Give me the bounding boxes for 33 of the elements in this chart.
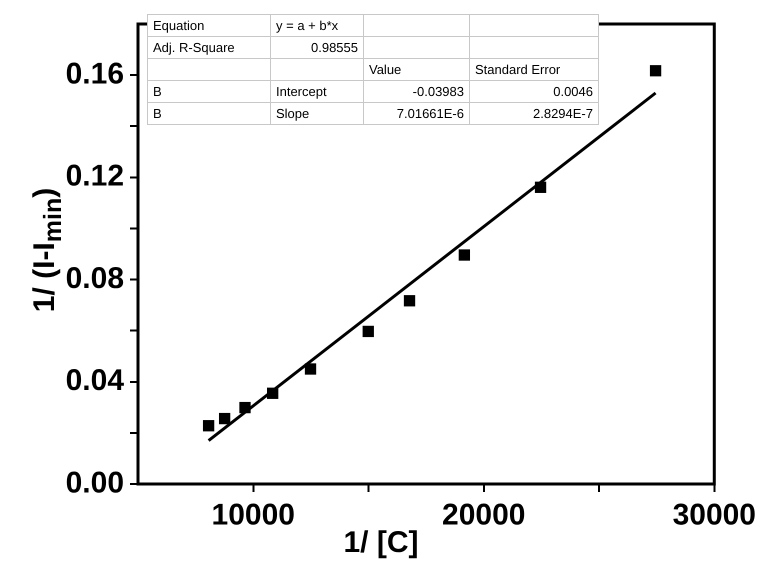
annotation: 0.98555: [270, 36, 364, 58]
annotation: B: [148, 102, 270, 124]
point: [534, 182, 546, 193]
point: [650, 65, 662, 76]
y-tick-label: 0.08: [66, 262, 124, 295]
annotation: B: [148, 80, 270, 102]
x-tick-label: 10000: [212, 498, 295, 532]
x-tick-label: 20000: [442, 498, 526, 532]
annotation: Slope: [270, 102, 364, 124]
x-axis-title: 1/ [C]: [344, 526, 418, 559]
point: [202, 420, 214, 432]
annotation: 0.0046: [470, 80, 598, 102]
point: [239, 402, 251, 414]
point: [218, 412, 230, 424]
annotation: 2.8294E-7: [470, 102, 598, 124]
annotation: 7.01661E-6: [364, 102, 470, 124]
x-tick-label: 30000: [672, 498, 756, 532]
annotation: -0.03983: [364, 80, 470, 102]
annotation: y = a + b*x: [270, 14, 364, 36]
annotation: Value: [364, 58, 470, 80]
annotation: Adj. R-Square: [148, 36, 270, 58]
point: [362, 326, 374, 338]
annotation: Intercept: [270, 80, 364, 102]
y-tick-label: 0.04: [66, 364, 124, 398]
y-tick-label: 0.00: [66, 466, 124, 500]
y-tick-label: 0.12: [66, 160, 124, 193]
annotation: Standard Error: [470, 58, 598, 80]
point: [267, 388, 278, 399]
point: [304, 363, 316, 375]
y-tick-label: 0.16: [66, 57, 124, 90]
annotation: Equation: [148, 14, 270, 36]
point: [458, 249, 470, 261]
point: [404, 295, 416, 306]
